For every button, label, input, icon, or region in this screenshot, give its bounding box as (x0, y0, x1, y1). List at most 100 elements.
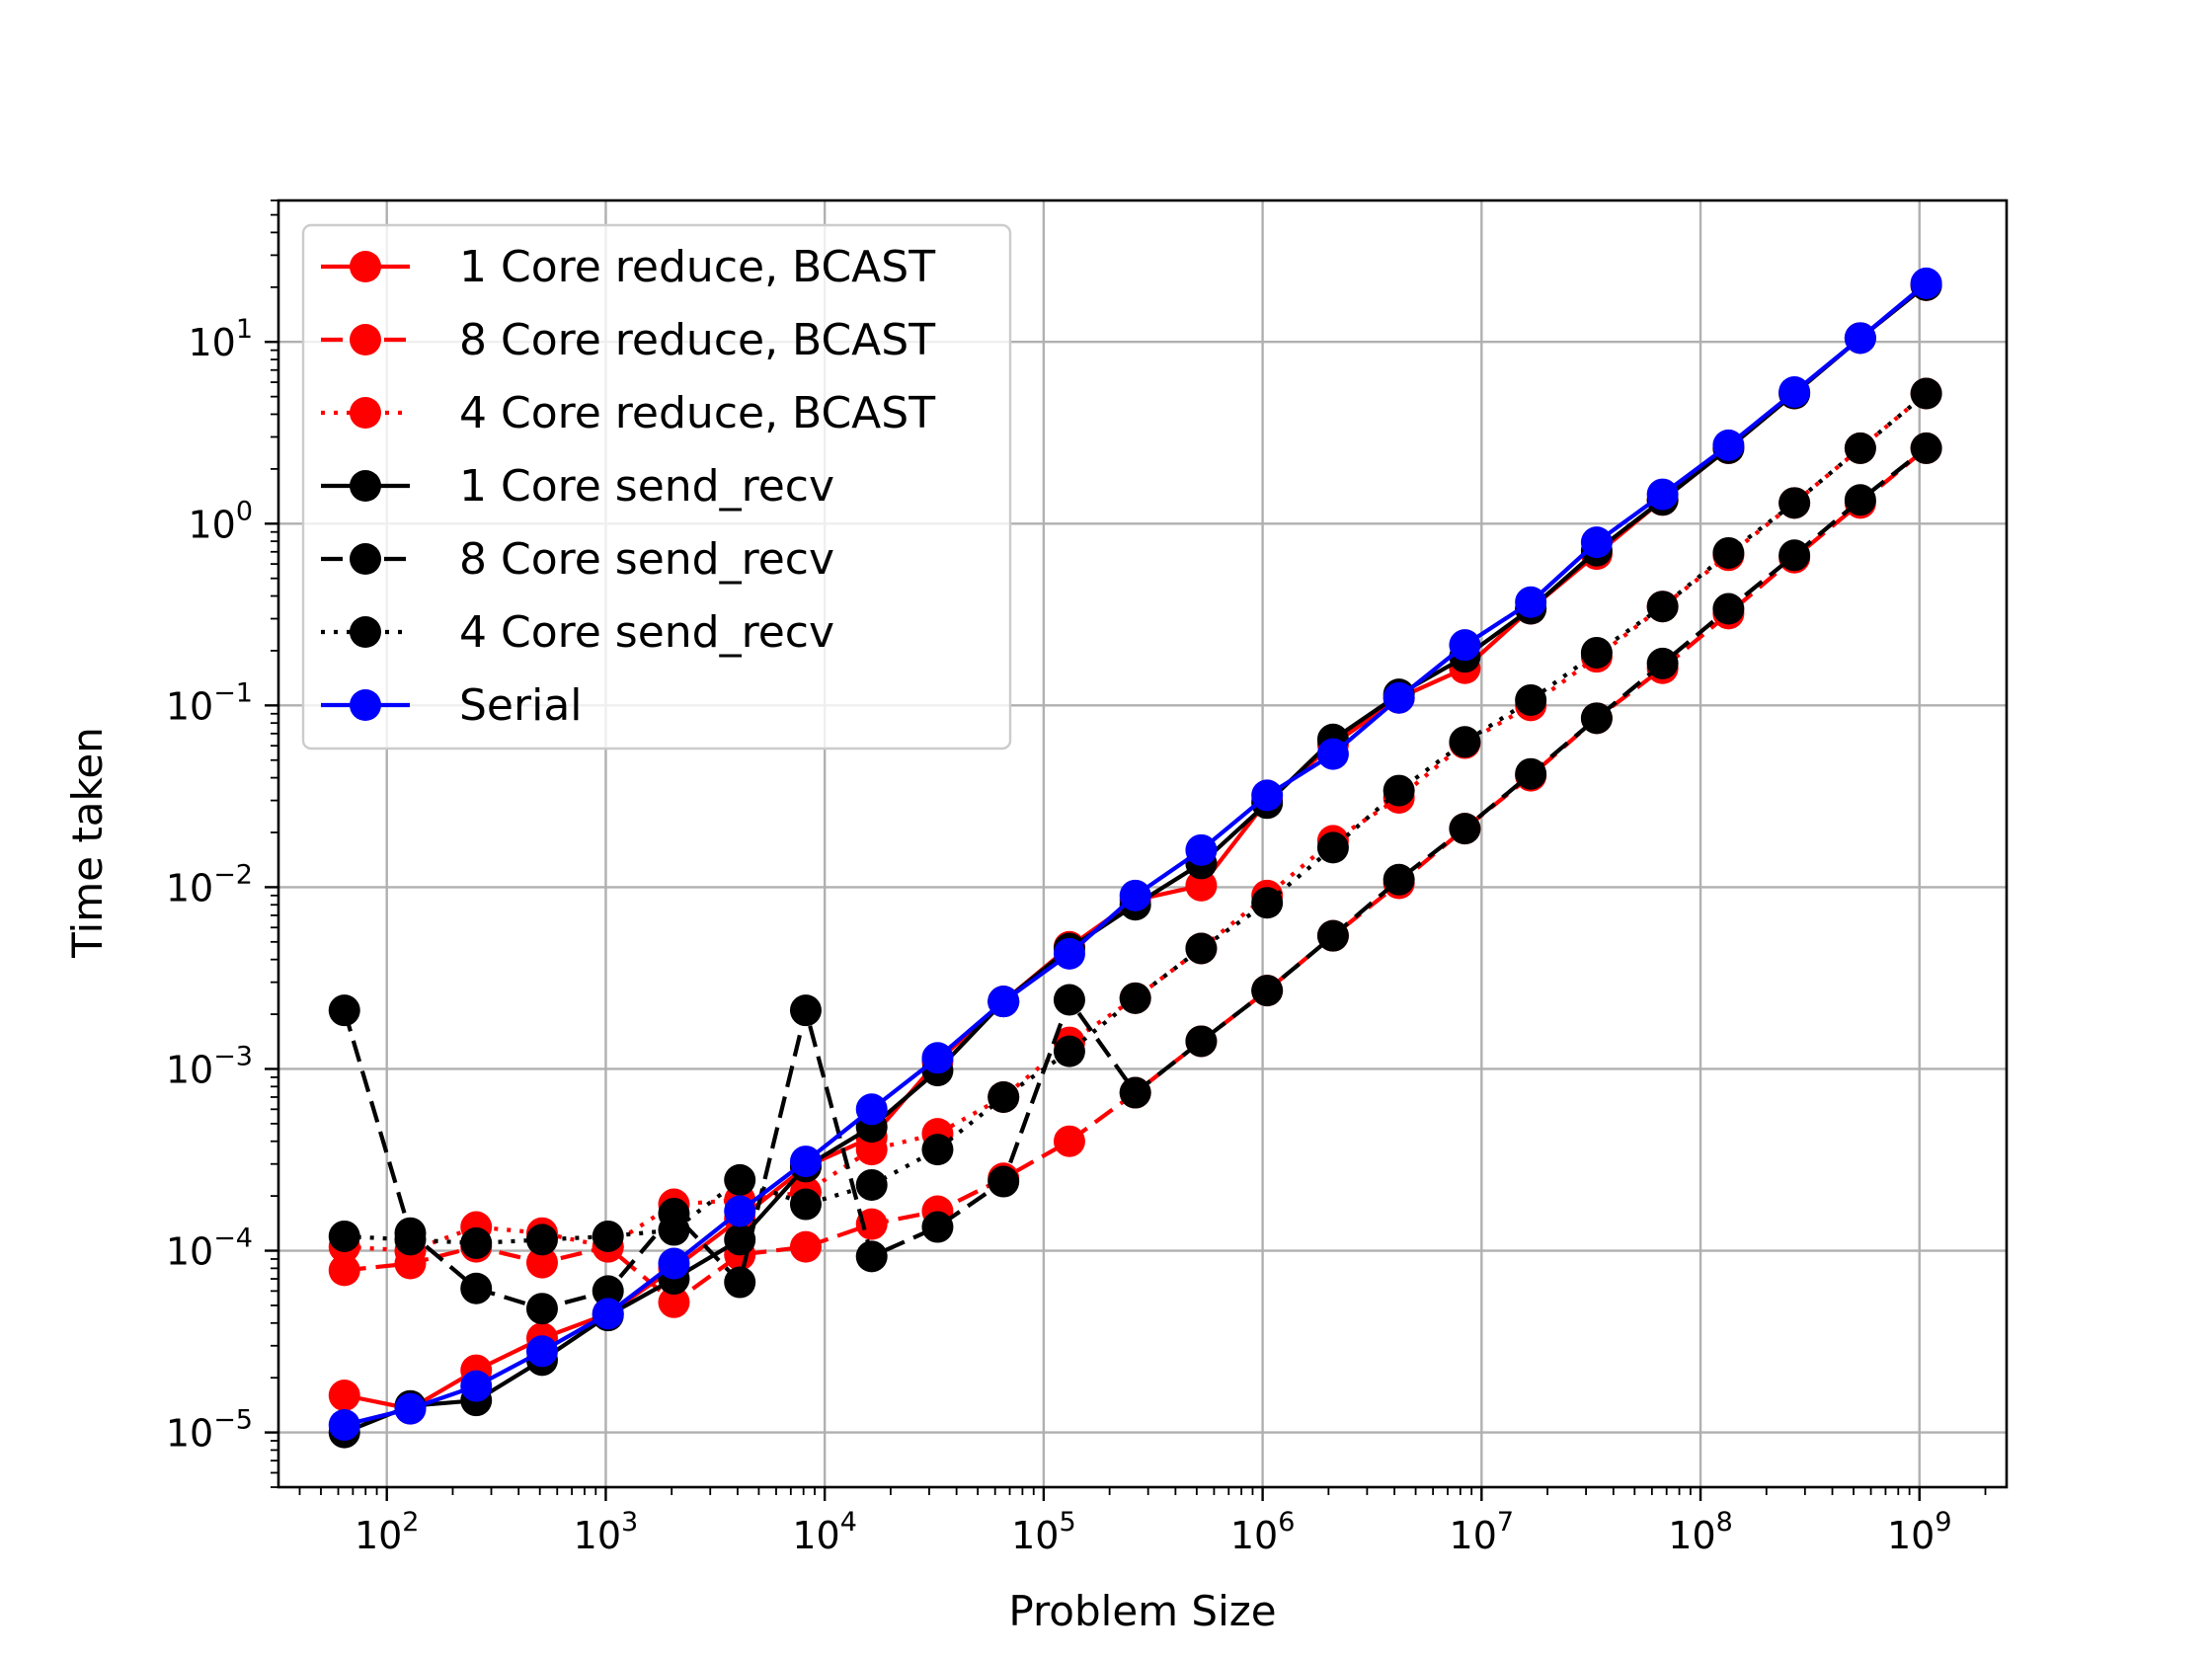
legend: 1 Core reduce, BCAST 8 Core reduce, BCAST… (301, 223, 1012, 750)
y-tick-base-6: 10 (188, 321, 235, 364)
series-4-point-9 (921, 1211, 954, 1243)
y-tick-base-3: 10 (166, 866, 213, 909)
series-5-point-11 (1053, 1035, 1085, 1067)
series-5-point-9 (921, 1134, 954, 1166)
x-tick-base-7: 10 (1887, 1514, 1935, 1557)
legend-marker-0 (350, 251, 381, 282)
series-4-point-18 (1515, 757, 1547, 790)
series-4-point-2 (460, 1272, 493, 1304)
x-tick-base-0: 10 (355, 1514, 402, 1557)
series-6-point-10 (988, 986, 1020, 1018)
series-6 (328, 267, 1942, 1441)
x-tick-label-0: 102 (355, 1507, 420, 1557)
legend-entry-0: 1 Core reduce, BCAST (321, 242, 935, 292)
series-1-point-7 (789, 1230, 822, 1263)
series-5 (328, 377, 1942, 1259)
series-4 (328, 432, 1942, 1325)
series-6-point-11 (1053, 937, 1085, 970)
y-tick-exp-0: −5 (213, 1405, 253, 1436)
legend-label-4: 8 Core send_recv (459, 534, 834, 585)
legend-entry-5: 4 Core send_recv (321, 607, 834, 658)
legend-label-3: 1 Core send_recv (459, 461, 834, 512)
legend-marker-5 (350, 616, 381, 648)
legend-entry-3: 1 Core send_recv (321, 461, 834, 512)
series-1-point-3 (525, 1246, 558, 1279)
y-tick-label-1: 10−4 (166, 1224, 253, 1274)
x-tick-label-4: 106 (1230, 1507, 1296, 1557)
legend-entry-1: 8 Core reduce, BCAST (321, 315, 935, 365)
y-tick-exp-3: −2 (213, 859, 253, 890)
series-6-point-5 (658, 1247, 690, 1280)
series-4-point-14 (1251, 975, 1284, 1007)
series-1-point-8 (855, 1208, 888, 1240)
series-6-point-3 (525, 1335, 558, 1368)
legend-entry-2: 4 Core reduce, BCAST (321, 388, 935, 438)
series-6-point-22 (1778, 375, 1811, 408)
series-4-point-24 (1910, 432, 1942, 464)
y-tick-base-2: 10 (166, 1048, 213, 1091)
y-tick-exp-1: −4 (213, 1224, 253, 1254)
series-5-point-3 (525, 1224, 558, 1256)
y-tick-base-4: 10 (166, 684, 213, 728)
x-tick-base-1: 10 (574, 1514, 621, 1557)
series-4-point-15 (1316, 919, 1349, 952)
series-4-point-8 (855, 1240, 888, 1273)
legend-label-6: Serial (459, 680, 583, 731)
y-tick-exp-4: −1 (213, 677, 253, 708)
x-tick-base-5: 10 (1450, 1514, 1497, 1557)
series-6-point-4 (592, 1298, 624, 1330)
series-5-point-0 (328, 1220, 360, 1252)
x-tick-exp-0: 2 (402, 1507, 419, 1538)
plot-area-frame (276, 198, 2009, 1489)
x-tick-label-2: 104 (792, 1507, 857, 1557)
legend-frame (301, 223, 1012, 750)
y-tick-exp-5: 0 (236, 496, 253, 526)
x-tick-label-5: 107 (1450, 1507, 1515, 1557)
x-axis-label: Problem Size (1008, 1587, 1276, 1635)
y-tick-base-1: 10 (166, 1230, 213, 1274)
series-5-point-12 (1119, 982, 1151, 1014)
series-4-point-17 (1449, 813, 1481, 845)
legend-entry-6: Serial (321, 680, 583, 731)
series-5-point-19 (1580, 636, 1613, 669)
series-5-point-7 (789, 1188, 822, 1221)
series-5-point-4 (592, 1220, 624, 1252)
y-tick-label-3: 10−2 (166, 859, 253, 909)
series-5-point-5 (658, 1214, 690, 1246)
series-6-point-17 (1449, 629, 1481, 662)
series-6-point-24 (1910, 267, 1942, 299)
series-5-point-22 (1778, 487, 1811, 519)
series-6-point-14 (1251, 779, 1284, 812)
series-3-point-6 (724, 1224, 756, 1256)
x-tick-label-1: 103 (574, 1507, 639, 1557)
x-tick-exp-7: 9 (1935, 1507, 1951, 1538)
legend-marker-3 (350, 470, 381, 502)
series-5-point-1 (394, 1224, 427, 1256)
series-0-point-0 (328, 1380, 360, 1412)
legend-label-0: 1 Core reduce, BCAST (459, 242, 935, 292)
series-1-point-11 (1053, 1125, 1085, 1157)
legend-label-2: 4 Core reduce, BCAST (459, 388, 935, 438)
x-tick-base-2: 10 (792, 1514, 839, 1557)
y-tick-base-0: 10 (166, 1412, 213, 1456)
x-tick-label-7: 109 (1887, 1507, 1952, 1557)
series-0-point-13 (1185, 869, 1218, 902)
series-4-point-4 (592, 1275, 624, 1307)
series-6-point-16 (1382, 681, 1415, 714)
series-6-point-19 (1580, 526, 1613, 559)
grid-lines (278, 200, 2007, 1487)
x-tick-exp-6: 8 (1716, 1507, 1733, 1538)
series-5-point-14 (1251, 887, 1284, 919)
y-tick-label-4: 10−1 (166, 677, 253, 728)
series-5-point-20 (1646, 591, 1679, 623)
series-6-point-12 (1119, 879, 1151, 911)
x-tick-base-3: 10 (1011, 1514, 1059, 1557)
x-tick-exp-3: 5 (1059, 1507, 1075, 1538)
series-6-point-9 (921, 1042, 954, 1074)
series-5-point-10 (988, 1080, 1020, 1113)
series-1-point-0 (328, 1254, 360, 1287)
series-4-point-11 (1053, 984, 1085, 1016)
series-6-point-2 (460, 1370, 493, 1402)
legend-entry-4: 8 Core send_recv (321, 534, 834, 585)
series-5-point-6 (724, 1163, 756, 1196)
